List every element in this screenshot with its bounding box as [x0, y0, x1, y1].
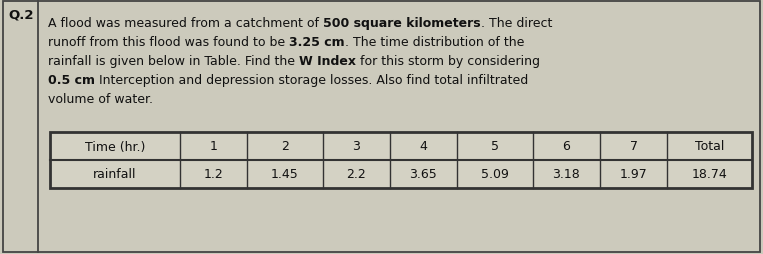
Text: . The direct: . The direct — [481, 17, 552, 30]
Bar — [50, 133, 752, 188]
Text: 1.2: 1.2 — [203, 168, 223, 181]
Text: 4: 4 — [420, 140, 427, 153]
Text: 3: 3 — [353, 140, 360, 153]
Text: 3.25 cm: 3.25 cm — [289, 36, 345, 49]
Text: Q.2: Q.2 — [8, 8, 34, 21]
Text: A flood was measured from a catchment of: A flood was measured from a catchment of — [48, 17, 323, 30]
Text: 18.74: 18.74 — [691, 168, 727, 181]
Text: rainfall is given below in Table. Find the: rainfall is given below in Table. Find t… — [48, 55, 299, 68]
Text: Interception and depression storage losses. Also find total infiltrated: Interception and depression storage loss… — [95, 74, 528, 87]
Text: 7: 7 — [629, 140, 638, 153]
Text: 3.65: 3.65 — [410, 168, 437, 181]
Text: 1.45: 1.45 — [271, 168, 298, 181]
Text: 3.18: 3.18 — [552, 168, 581, 181]
Text: 0.5 cm: 0.5 cm — [48, 74, 95, 87]
Text: 2.2: 2.2 — [346, 168, 366, 181]
Text: Total: Total — [695, 140, 724, 153]
Bar — [50, 133, 752, 188]
Text: 5.09: 5.09 — [481, 168, 509, 181]
Text: W Index: W Index — [299, 55, 356, 68]
Text: 1.97: 1.97 — [620, 168, 647, 181]
Text: for this storm by considering: for this storm by considering — [356, 55, 540, 68]
Text: 2: 2 — [281, 140, 288, 153]
Text: runoff from this flood was found to be: runoff from this flood was found to be — [48, 36, 289, 49]
Text: rainfall: rainfall — [93, 168, 137, 181]
Text: 500 square kilometers: 500 square kilometers — [323, 17, 481, 30]
Text: Time (hr.): Time (hr.) — [85, 140, 145, 153]
Text: . The time distribution of the: . The time distribution of the — [345, 36, 524, 49]
Text: volume of water.: volume of water. — [48, 93, 153, 106]
Text: 1: 1 — [209, 140, 217, 153]
Text: 5: 5 — [491, 140, 499, 153]
Text: 6: 6 — [562, 140, 571, 153]
